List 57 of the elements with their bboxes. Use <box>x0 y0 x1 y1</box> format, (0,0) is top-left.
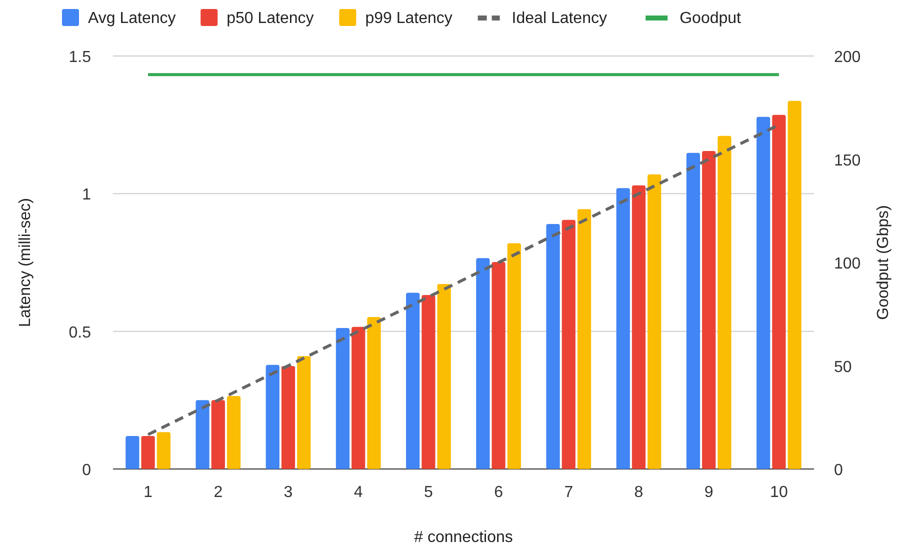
bar <box>336 328 350 469</box>
bar <box>648 174 662 469</box>
bar <box>546 224 560 469</box>
bar <box>211 400 225 469</box>
x-tick-label: 9 <box>704 484 714 501</box>
bar <box>156 432 170 469</box>
x-tick-label: 1 <box>144 484 153 501</box>
y-tick-label: 1.5 <box>68 49 92 66</box>
y2-tick-label: 200 <box>834 49 861 66</box>
bar <box>686 152 700 469</box>
bar <box>788 100 802 469</box>
bar <box>266 364 280 469</box>
x-tick-label: 2 <box>214 484 223 501</box>
bar <box>141 436 155 469</box>
bar <box>297 356 311 469</box>
bar <box>718 136 732 469</box>
bar <box>632 185 646 469</box>
y2-tick-label: 100 <box>834 256 861 272</box>
y-tick-label: 1 <box>82 186 92 204</box>
bar <box>577 209 592 469</box>
bar <box>492 262 506 469</box>
y-axis-title: Latency (milli-sec) <box>17 198 34 327</box>
bar <box>702 150 716 469</box>
bar <box>196 400 210 469</box>
bar <box>352 326 366 469</box>
bar <box>406 292 420 469</box>
y2-axis-title: Goodput (Gbps) <box>875 205 892 320</box>
x-axis-title: # connections <box>414 529 513 546</box>
legend-label: Goodput <box>680 10 742 27</box>
x-tick-label: 8 <box>634 484 644 501</box>
bar <box>476 258 490 469</box>
x-tick-label: 5 <box>424 484 433 501</box>
bar <box>437 284 451 469</box>
bar <box>281 366 296 469</box>
legend-label: Avg Latency <box>88 10 176 27</box>
bar <box>126 436 140 469</box>
bar <box>772 114 786 469</box>
y2-tick-label: 150 <box>834 152 861 170</box>
legend-label: Ideal Latency <box>512 10 607 27</box>
bar <box>422 294 436 469</box>
bar <box>226 396 241 469</box>
bar <box>562 220 576 469</box>
bar <box>507 243 521 469</box>
bar <box>756 116 770 469</box>
legend-label: p50 Latency <box>226 10 314 27</box>
bar <box>616 188 630 469</box>
y-tick-label: 0.5 <box>68 324 92 342</box>
y2-tick-label: 50 <box>834 358 852 376</box>
x-tick-label: 10 <box>770 484 788 501</box>
legend-label: p99 Latency <box>365 10 452 27</box>
x-tick-label: 7 <box>564 484 574 501</box>
y-tick-label: 0 <box>82 462 92 479</box>
x-tick-label: 3 <box>284 484 293 501</box>
x-tick-label: 4 <box>354 484 363 501</box>
x-tick-label: 6 <box>494 484 504 501</box>
bar <box>367 317 381 469</box>
y2-tick-label: 0 <box>834 462 843 479</box>
